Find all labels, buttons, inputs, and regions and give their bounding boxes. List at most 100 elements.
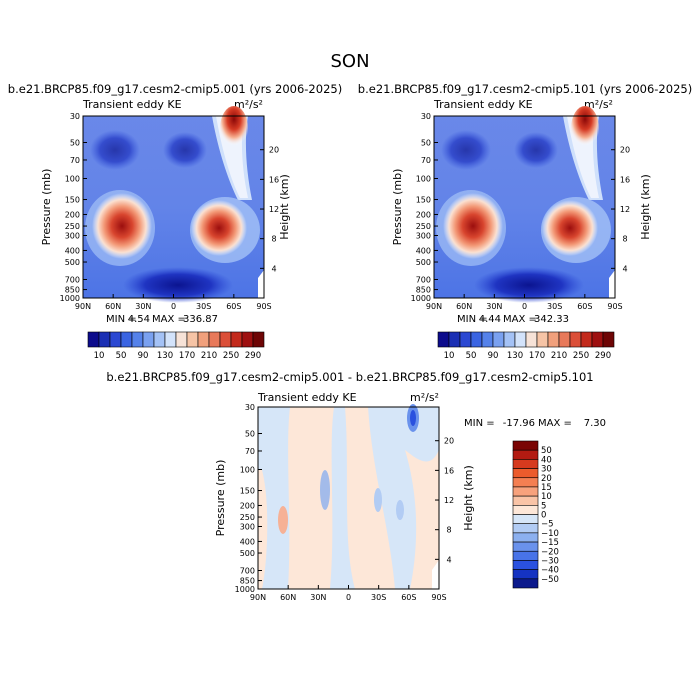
colorbar-label: 250 [573, 351, 589, 361]
height-tick-label: 12 [444, 496, 454, 505]
x-tick-label: 30N [135, 302, 151, 311]
x-tick-label: 30S [371, 593, 386, 602]
height-tick-label: 4 [622, 264, 627, 273]
y-tick-label: 700 [65, 275, 80, 284]
colorbar-swatch [512, 514, 539, 524]
colorbar-label: 90 [488, 351, 499, 361]
y-tick-label: 1000 [235, 585, 255, 594]
colorbar-label: 5 [541, 501, 546, 511]
y-tick-label: 100 [65, 174, 80, 183]
colorbar-swatch [208, 331, 221, 348]
colorbar-swatch [503, 331, 516, 348]
colorbar-swatch [525, 331, 538, 348]
min-value: 4.54 [128, 314, 150, 325]
panel-top-left: b.e21.BRCP85.f09_g17.cesm2-cmip5.001 (yr… [8, 82, 342, 361]
y-tick-label: 300 [65, 232, 80, 241]
colorbar-swatch [569, 331, 582, 348]
axis-ticks: 305070100150200250300400500700850100090N… [411, 112, 630, 311]
y-tick-label: 100 [240, 465, 255, 474]
colorbar: 10 50 90 130 170 210 250 290 [437, 331, 615, 361]
min-label: MIN = [457, 314, 488, 325]
x-tick-label: 90N [75, 302, 91, 311]
figure-title: SON [330, 51, 369, 72]
colorbar-swatch [142, 331, 155, 348]
height-tick-label: 4 [271, 264, 276, 273]
colorbar-label: 10 [541, 492, 552, 502]
min-value: 4.44 [479, 314, 501, 325]
x-tick-label: 30S [196, 302, 211, 311]
height-tick-label: 16 [620, 175, 630, 184]
y-tick-label: 200 [65, 210, 80, 219]
y2-axis-title: Height (km) [278, 174, 291, 240]
max-value: 7.30 [584, 418, 606, 429]
colorbar-label: −15 [541, 538, 559, 548]
colorbar-swatch [120, 331, 133, 348]
y-tick-label: 400 [416, 246, 431, 255]
max-label: MAX = [538, 418, 572, 429]
y-axis-title: Pressure (mb) [40, 169, 53, 246]
y-tick-label: 50 [421, 139, 431, 148]
colorbar-swatch [512, 495, 539, 506]
x-tick-label: 60N [456, 302, 472, 311]
min-label: MIN = [464, 418, 495, 429]
colorbar-label: 50 [466, 351, 477, 361]
height-tick-label: 8 [622, 235, 627, 244]
y-tick-label: 70 [421, 156, 431, 165]
colorbar-swatch [512, 523, 539, 534]
colorbar-swatch [514, 331, 527, 348]
y-axis-title: Pressure (mb) [391, 169, 404, 246]
colorbar-swatch [197, 331, 210, 348]
colorbar-swatch [512, 560, 539, 570]
colorbar-label: 10 [444, 351, 455, 361]
min-value: -17.96 [503, 418, 535, 429]
colorbar-swatch [512, 468, 539, 479]
colorbar-label: 20 [541, 474, 552, 484]
height-tick-label: 16 [269, 175, 279, 184]
colorbar-label: 0 [541, 511, 546, 521]
panel-difference: b.e21.BRCP85.f09_g17.cesm2-cmip5.001 - b… [106, 370, 606, 602]
colorbar-swatch [492, 331, 505, 348]
colorbar-swatch [536, 331, 549, 348]
colorbar-swatch [512, 550, 539, 561]
y-tick-label: 300 [416, 232, 431, 241]
y-tick-label: 100 [416, 174, 431, 183]
min-label: MIN = [106, 314, 137, 325]
colorbar-label: −20 [541, 547, 559, 557]
colorbar-swatch [186, 331, 199, 348]
x-tick-label: 90N [250, 593, 266, 602]
colorbar-swatch [602, 331, 615, 348]
colorbar-swatch [558, 331, 571, 348]
colorbar-swatch [241, 331, 254, 348]
colorbar-swatch [512, 578, 539, 589]
x-tick-label: 60N [280, 593, 296, 602]
panel-top-right: b.e21.BRCP85.f09_g17.cesm2-cmip5.101 (yr… [358, 82, 692, 361]
y-tick-label: 30 [245, 403, 255, 412]
colorbar-swatch [175, 331, 188, 348]
height-tick-label: 12 [269, 205, 279, 214]
colorbar-swatch [512, 459, 539, 469]
colorbar-label: −40 [541, 566, 559, 576]
colorbar-label: 10 [94, 351, 105, 361]
colorbar-swatch [512, 569, 539, 580]
y-tick-label: 250 [65, 222, 80, 231]
y-tick-label: 400 [240, 537, 255, 546]
contour-field [83, 106, 264, 303]
y-tick-label: 150 [416, 196, 431, 205]
colorbar-swatch [219, 331, 232, 348]
colorbar-label: 170 [529, 351, 545, 361]
colorbar-swatch [591, 331, 604, 348]
colorbar-label: 90 [138, 351, 149, 361]
colorbar-label: 130 [157, 351, 173, 361]
max-label: MAX = [152, 314, 186, 325]
colorbar-label: −5 [541, 520, 554, 530]
colorbar-swatch [512, 486, 539, 497]
height-tick-label: 16 [444, 466, 454, 475]
y-tick-label: 500 [240, 549, 255, 558]
colorbar-swatch [481, 331, 494, 348]
units-label: m²/s² [410, 391, 439, 404]
contour-field [258, 404, 439, 589]
colorbar-label: 15 [541, 483, 552, 493]
colorbar-label: 50 [116, 351, 127, 361]
y2-axis-title: Height (km) [462, 465, 475, 531]
colorbar-label: −10 [541, 529, 559, 539]
